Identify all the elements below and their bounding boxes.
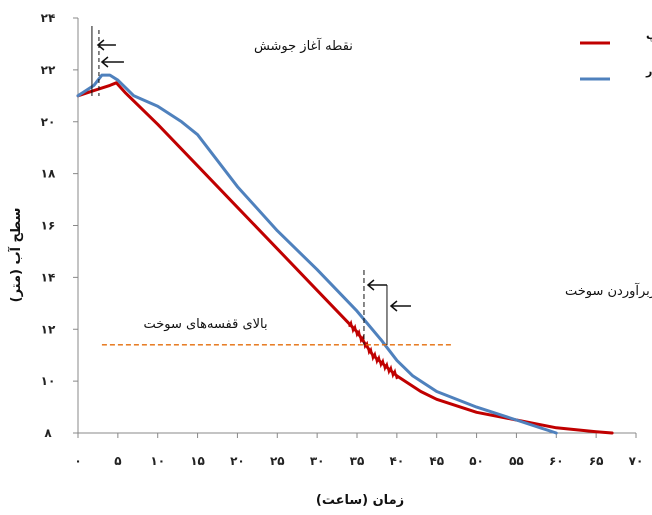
x-tick-label: ۰ (74, 454, 81, 468)
x-tick-label: ۵ (114, 454, 121, 468)
x-tick-label: ۳۰ (310, 454, 325, 468)
x-tick-label: ۶۰ (549, 454, 564, 468)
x-tick-label: ۱۵ (190, 454, 205, 468)
ticks: ۰ ۵ ۱۰ ۱۵ ۲۰ ۲۵ ۳۰ ۳۵ ۴۰ ۴۵ ۵۰ ۵۵ ۶۰ ۶۵ ۷۰ ۸ ۱۰ ۱۲ ۱۴ ۱۶ ۱۸ ۲… (41, 11, 644, 468)
y-tick-label: ۲۰ (41, 115, 56, 129)
x-tick-label: ۴۵ (429, 454, 444, 468)
uncover-label: نقطه آغاز سربرآوردن سوخت (565, 282, 652, 299)
boiling-label: نقطه آغاز جوشش (254, 37, 353, 54)
x-tick-label: ۳۵ (350, 454, 365, 468)
legend-label-1: ریلپ (646, 29, 652, 42)
legend: ریلپ ملکور (580, 29, 652, 81)
x-axis-title: زمان (ساعت) (316, 493, 404, 508)
boiling-arrow-1 (96, 39, 116, 51)
x-tick-label: ۵۵ (509, 454, 524, 468)
x-tick-label: ۱۰ (150, 454, 165, 468)
x-tick-label: ۲۰ (230, 454, 245, 468)
x-tick-label: ۲۵ (270, 454, 285, 468)
series-line-1 (76, 81, 614, 435)
y-tick-label: ۸ (44, 426, 52, 440)
y-tick-label: ۱۶ (41, 219, 56, 233)
x-tick-label: ۵۰ (469, 454, 484, 468)
y-tick-label: ۲۲ (41, 63, 56, 77)
series-line-2 (76, 73, 558, 435)
series-group (76, 73, 614, 435)
x-tick-label: ۴۰ (390, 454, 405, 468)
x-tick-label: ۶۵ (589, 454, 604, 468)
y-tick-label: ۲۴ (41, 11, 56, 25)
y-tick-label: ۱۸ (41, 167, 56, 181)
boiling-arrow-2 (100, 56, 124, 68)
y-tick-label: ۱۰ (41, 374, 56, 388)
y-axis-title: سطح آب (متر) (7, 208, 24, 303)
series-line-1-noise (348, 319, 398, 380)
axes (77, 18, 636, 434)
x-tick-label: ۷۰ (629, 454, 644, 468)
uncover-arrow-1 (366, 279, 387, 291)
annotations: بالای قفسه‌های سوخت نقطه آغاز جوشش نقطه آغ… (91, 26, 652, 346)
y-tick-label: ۱۴ (41, 270, 56, 284)
y-tick-label: ۱۲ (41, 322, 56, 336)
legend-label-2: ملکور (645, 65, 652, 78)
fuel-top-label: بالای قفسه‌های سوخت (143, 317, 267, 332)
uncover-arrow-2 (389, 300, 411, 312)
